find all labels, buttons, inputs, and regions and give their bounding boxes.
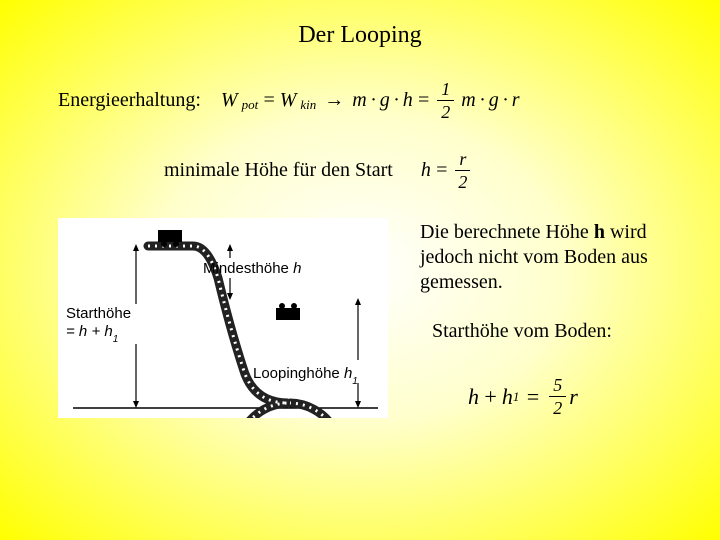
- ff-h1: h: [502, 384, 513, 410]
- min-height-formula: h = r 2: [421, 150, 474, 191]
- frac-num: 1: [437, 80, 454, 101]
- w-kin: W: [280, 89, 297, 112]
- ff-plus: +: [483, 384, 498, 410]
- fraction-half: 1 2: [437, 80, 454, 121]
- sub-pot: pot: [242, 97, 259, 113]
- starthoehe-eq: = h + h1: [66, 323, 118, 345]
- mh-eq: =: [435, 159, 449, 182]
- var-g2: g: [489, 89, 499, 112]
- dot-2: ·: [394, 89, 399, 112]
- explanation-text: Die berechnete Höhe h wird jedoch nicht …: [420, 220, 690, 295]
- equals-2: =: [417, 89, 431, 112]
- diagram-svg: Mindesthöhe h Starthöhe = h + h1 Looping…: [58, 218, 388, 418]
- start-height-label: Starthöhe vom Boden:: [432, 320, 612, 343]
- min-height-label: minimale Höhe für den Start: [164, 159, 393, 182]
- var-m: m: [352, 89, 366, 112]
- ff-frac: 5 2: [549, 376, 566, 417]
- frac-den: 2: [441, 101, 450, 121]
- ff-h: h: [468, 384, 479, 410]
- ff-num: 5: [549, 376, 566, 397]
- dot-4: ·: [503, 89, 508, 112]
- dot-3: ·: [480, 89, 485, 112]
- page-title: Der Looping: [0, 22, 720, 49]
- sub-kin: kin: [300, 97, 316, 113]
- var-r: r: [512, 89, 520, 112]
- energy-label: Energieerhaltung:: [58, 89, 201, 112]
- ff-eq: =: [525, 384, 540, 410]
- energy-formula: Wpot = Wkin → m · g · h = 1 2 m · g · r: [221, 80, 520, 121]
- min-height-row: minimale Höhe für den Start h = r 2: [164, 150, 473, 191]
- ff-sub1: 1: [513, 389, 520, 405]
- starthoehe-label: Starthöhe: [66, 305, 131, 322]
- dot-1: ·: [371, 89, 376, 112]
- energy-conservation-row: Energieerhaltung: Wpot = Wkin → m · g · …: [58, 80, 519, 121]
- var-m2: m: [461, 89, 475, 112]
- final-formula: h + h1 = 5 2 r: [468, 376, 578, 417]
- mh-h: h: [421, 159, 431, 182]
- ff-den: 2: [553, 397, 562, 417]
- cart-loop-icon: [276, 303, 300, 320]
- w-pot: W: [221, 89, 238, 112]
- ff-r: r: [569, 384, 578, 410]
- mindesthoehe-label: Mindesthöhe h: [203, 260, 301, 277]
- expl-part1: Die berechnete Höhe: [420, 221, 594, 243]
- expl-h: h: [594, 221, 605, 243]
- mh-num: r: [455, 150, 470, 171]
- mh-frac: r 2: [455, 150, 470, 191]
- mh-den: 2: [458, 171, 467, 191]
- var-h: h: [403, 89, 413, 112]
- equals-1: =: [262, 89, 276, 112]
- arrow-icon: →: [324, 89, 344, 112]
- var-g: g: [380, 89, 390, 112]
- looping-diagram: Mindesthöhe h Starthöhe = h + h1 Looping…: [58, 218, 388, 418]
- loopinghoehe-label: Loopinghöhe h1: [253, 365, 358, 387]
